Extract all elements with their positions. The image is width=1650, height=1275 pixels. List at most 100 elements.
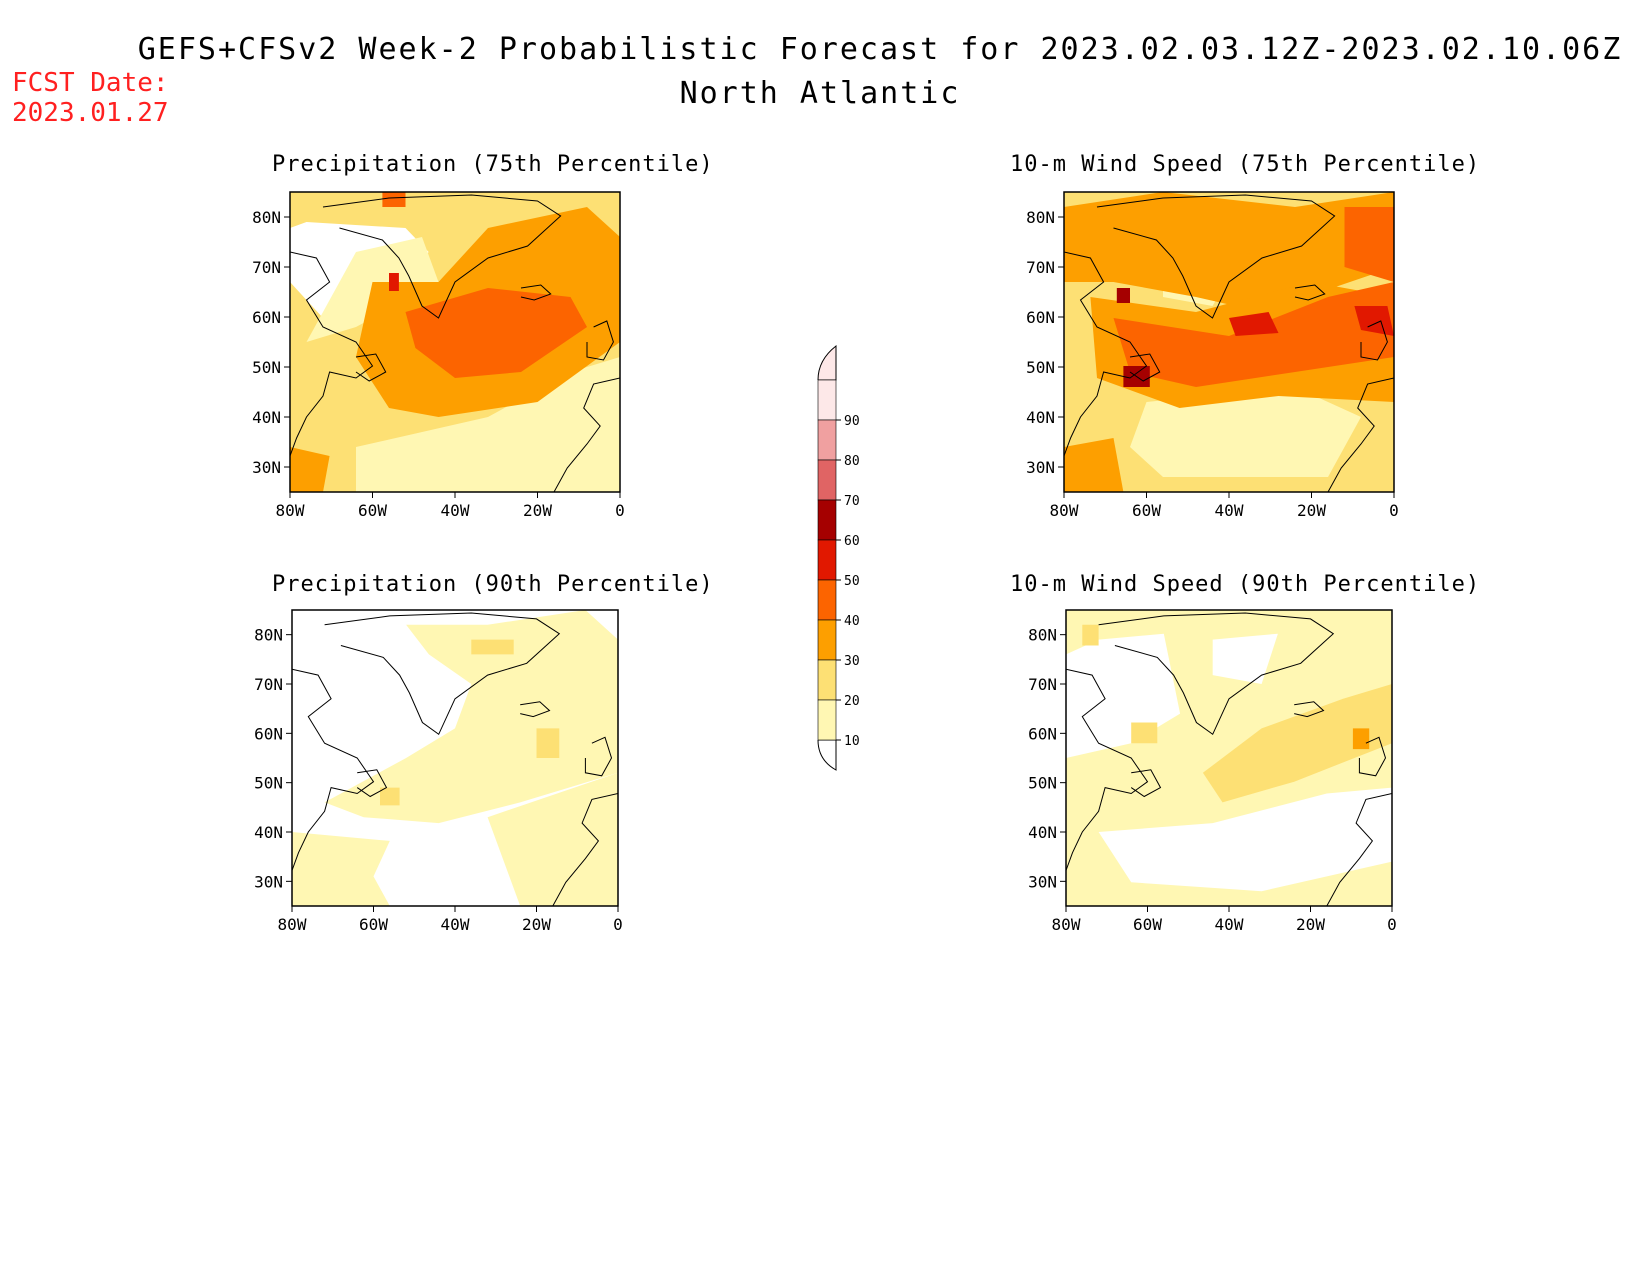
lon-tick-label: 0	[1389, 501, 1399, 520]
coastline	[292, 668, 375, 871]
colorbar-swatch	[817, 699, 837, 741]
lat-tick-label: 60N	[254, 724, 283, 743]
colorbar-swatch	[817, 459, 837, 501]
probability-region	[487, 772, 618, 906]
coastline	[1096, 194, 1336, 319]
colorbar-label: 50	[844, 574, 860, 589]
map-precip-90: 80N 70N 60N 50N 40N 30N 80W 60W 40W 20W 0	[254, 609, 623, 934]
probability-region	[356, 357, 620, 492]
lon-tick-label: 60W	[358, 501, 387, 520]
lon-tick-label: 40W	[441, 915, 470, 934]
forecast-date-label: FCST Date:	[12, 68, 169, 98]
colorbar-bottom-cap	[817, 739, 837, 771]
coastline	[1129, 353, 1161, 382]
coastline	[1327, 377, 1394, 492]
coastline	[322, 194, 562, 319]
lon-tick-label: 80W	[1052, 915, 1081, 934]
probability-region	[1344, 207, 1394, 282]
probability-region	[389, 273, 399, 291]
lon-tick-label: 80W	[276, 501, 305, 520]
probability-region	[405, 288, 587, 378]
lat-tick-label: 50N	[254, 774, 283, 793]
probability-region	[1116, 288, 1130, 303]
coastline	[586, 320, 614, 361]
shading-layer	[1064, 192, 1394, 492]
lat-tick-label: 30N	[1028, 872, 1057, 891]
probability-region	[1130, 387, 1361, 477]
probability-region	[1082, 624, 1099, 646]
colorbar-label: 30	[844, 654, 860, 669]
panel-title-precip-75: Precipitation (75th Percentile)	[272, 152, 714, 177]
map-wind-75: 80N 70N 60N 50N 40N 30N 80W 60W 40W 20W 0	[1026, 191, 1399, 520]
colorbar-label: 90	[844, 414, 860, 429]
lon-tick-label: 60W	[359, 915, 388, 934]
probability-region	[1354, 306, 1394, 336]
colorbar-swatch	[817, 659, 837, 701]
probability-region	[1202, 684, 1392, 803]
panel-title-precip-90: Precipitation (90th Percentile)	[272, 572, 714, 597]
coastline	[355, 353, 387, 382]
lat-tick-label: 40N	[1028, 823, 1057, 842]
colorbar-label: 80	[844, 454, 860, 469]
coastline	[1294, 701, 1325, 718]
main-title: GEFS+CFSv2 Week-2 Probabilistic Forecast…	[137, 32, 1623, 67]
colorbar-swatch	[817, 539, 837, 581]
lat-tick-label: 70N	[1028, 675, 1057, 694]
lat-tick-label: 50N	[1026, 358, 1055, 377]
coastline	[520, 701, 551, 718]
shading-layer	[290, 192, 620, 492]
lon-tick-label: 20W	[522, 915, 551, 934]
panel-title-wind-90: 10-m Wind Speed (90th Percentile)	[1010, 572, 1481, 597]
lon-tick-label: 0	[1387, 915, 1397, 934]
probability-region	[1229, 312, 1279, 336]
lat-tick-label: 70N	[254, 675, 283, 694]
probability-region	[536, 728, 560, 758]
lat-tick-label: 40N	[254, 823, 283, 842]
probability-region	[1131, 722, 1158, 744]
lon-tick-label: 80W	[1050, 501, 1079, 520]
probability-region	[1352, 728, 1370, 750]
lat-tick-label: 80N	[1028, 626, 1057, 645]
lat-tick-label: 60N	[1026, 308, 1055, 327]
coastline	[553, 377, 620, 492]
shading-layer	[292, 610, 618, 906]
probability-region	[290, 447, 330, 492]
lon-tick-label: 0	[613, 915, 623, 934]
coastline	[552, 793, 618, 906]
lon-tick-label: 40W	[441, 501, 470, 520]
region-title: North Atlantic	[679, 76, 961, 111]
lon-tick-label: 20W	[1296, 915, 1325, 934]
probability-region	[324, 610, 618, 824]
coastline	[1064, 251, 1148, 457]
lat-tick-label: 60N	[1028, 724, 1057, 743]
coastline	[1326, 793, 1392, 906]
coastline-layer	[1064, 194, 1394, 492]
probability-region	[471, 639, 514, 655]
lon-tick-label: 60W	[1132, 501, 1161, 520]
panel-title-wind-75: 10-m Wind Speed (75th Percentile)	[1010, 152, 1481, 177]
coastline	[1098, 612, 1335, 736]
map-wind-90: 80N 70N 60N 50N 40N 30N 80W 60W 40W 20W 0	[1028, 609, 1397, 934]
lat-tick-label: 30N	[254, 872, 283, 891]
lat-tick-label: 80N	[254, 626, 283, 645]
coastline-layer	[292, 612, 618, 906]
probability-region	[1064, 438, 1124, 492]
probability-region	[292, 832, 390, 906]
colorbar-top-cap	[817, 344, 837, 381]
colorbar-swatch	[817, 499, 837, 541]
lat-tick-label: 80N	[252, 208, 281, 227]
colorbar-label: 10	[844, 734, 860, 749]
colorbar-label: 70	[844, 494, 860, 509]
lon-tick-label: 20W	[523, 501, 552, 520]
probability-region	[380, 787, 400, 806]
lon-tick-label: 40W	[1215, 501, 1244, 520]
lat-tick-label: 30N	[1026, 458, 1055, 477]
lat-tick-label: 50N	[1028, 774, 1057, 793]
shading-layer	[1066, 610, 1392, 906]
coastline	[1358, 736, 1387, 777]
coastline	[324, 612, 561, 736]
lat-tick-label: 30N	[252, 458, 281, 477]
probability-region	[382, 192, 406, 207]
lon-tick-label: 20W	[1297, 501, 1326, 520]
coastline	[1130, 769, 1162, 798]
